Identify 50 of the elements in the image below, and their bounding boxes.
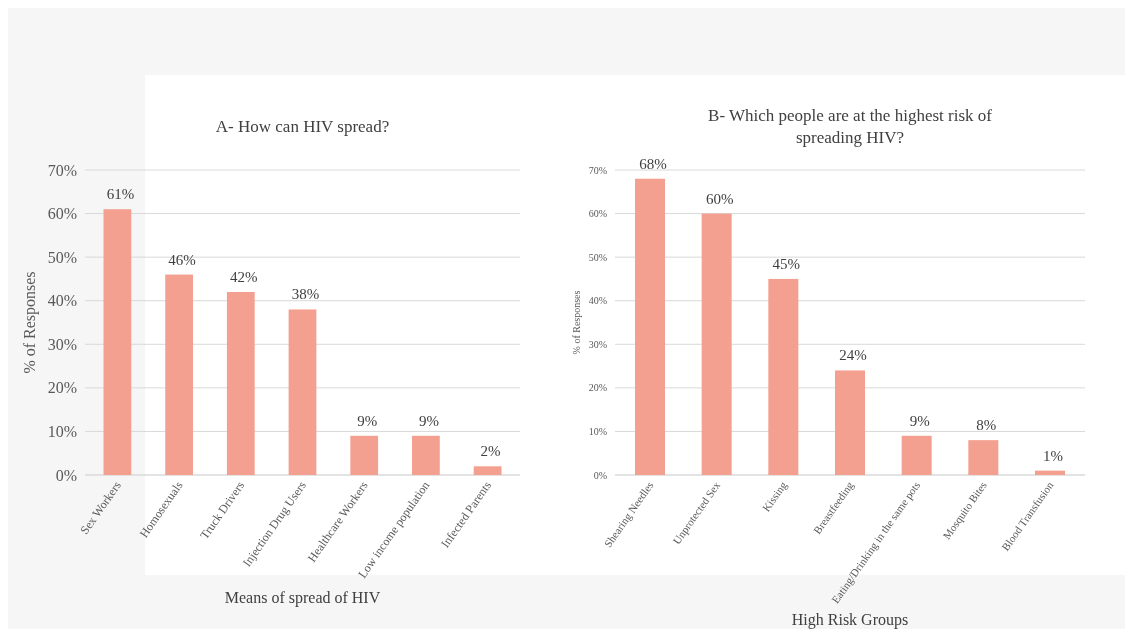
data-label: 9% (357, 412, 378, 429)
y-tick-label: 30% (47, 335, 77, 353)
bar (165, 274, 193, 475)
y-tick-label: 40% (47, 292, 77, 310)
data-label: 42% (230, 269, 258, 285)
y-tick-label: 20% (47, 379, 77, 397)
data-label: 46% (168, 251, 196, 268)
y-tick-label: 10% (47, 423, 77, 441)
y-tick-label: 40% (588, 295, 607, 307)
bar (635, 178, 665, 475)
y-tick-label: 50% (47, 248, 77, 266)
data-label: 45% (772, 255, 801, 272)
bar (473, 466, 502, 475)
data-label: 24% (839, 347, 867, 364)
data-label: 2% (480, 443, 501, 460)
y-tick-label: 60% (588, 208, 607, 220)
bar (288, 309, 317, 475)
bar (1035, 470, 1065, 475)
y-axis-title: % of Responses (21, 271, 39, 374)
x-axis-title: Means of spread of HIV (224, 589, 381, 607)
data-label: 61% (106, 186, 135, 203)
data-label: 1% (1043, 447, 1063, 464)
data-label: 9% (909, 412, 930, 429)
y-tick-label: 60% (47, 205, 77, 223)
y-tick-label: 0% (593, 469, 607, 481)
y-tick-label: 30% (588, 338, 607, 350)
y-tick-label: 20% (588, 382, 607, 394)
bar (412, 435, 440, 475)
data-label: 8% (976, 417, 997, 434)
bar (701, 213, 732, 475)
y-axis-title: % of Responses (571, 290, 582, 355)
bar (968, 440, 999, 475)
bar (103, 209, 132, 475)
y-tick-label: 70% (47, 161, 77, 179)
y-tick-label: 70% (588, 164, 607, 176)
x-axis-title: High Risk Groups (791, 611, 909, 629)
bar (768, 278, 799, 475)
chart-title: A- How can HIV spread? (215, 117, 390, 136)
y-tick-label: 50% (588, 251, 607, 263)
bar (226, 292, 255, 475)
data-label: 9% (418, 412, 439, 429)
y-tick-label: 0% (55, 466, 77, 484)
bar (835, 370, 865, 475)
y-tick-label: 10% (588, 425, 607, 437)
data-label: 38% (291, 286, 320, 303)
bar (350, 435, 379, 475)
data-label: 60% (705, 190, 734, 207)
bar (901, 435, 932, 475)
data-label: 68% (639, 155, 667, 172)
chart-title: B- Which people are at the highest risk of spreading HIV? (708, 106, 993, 147)
